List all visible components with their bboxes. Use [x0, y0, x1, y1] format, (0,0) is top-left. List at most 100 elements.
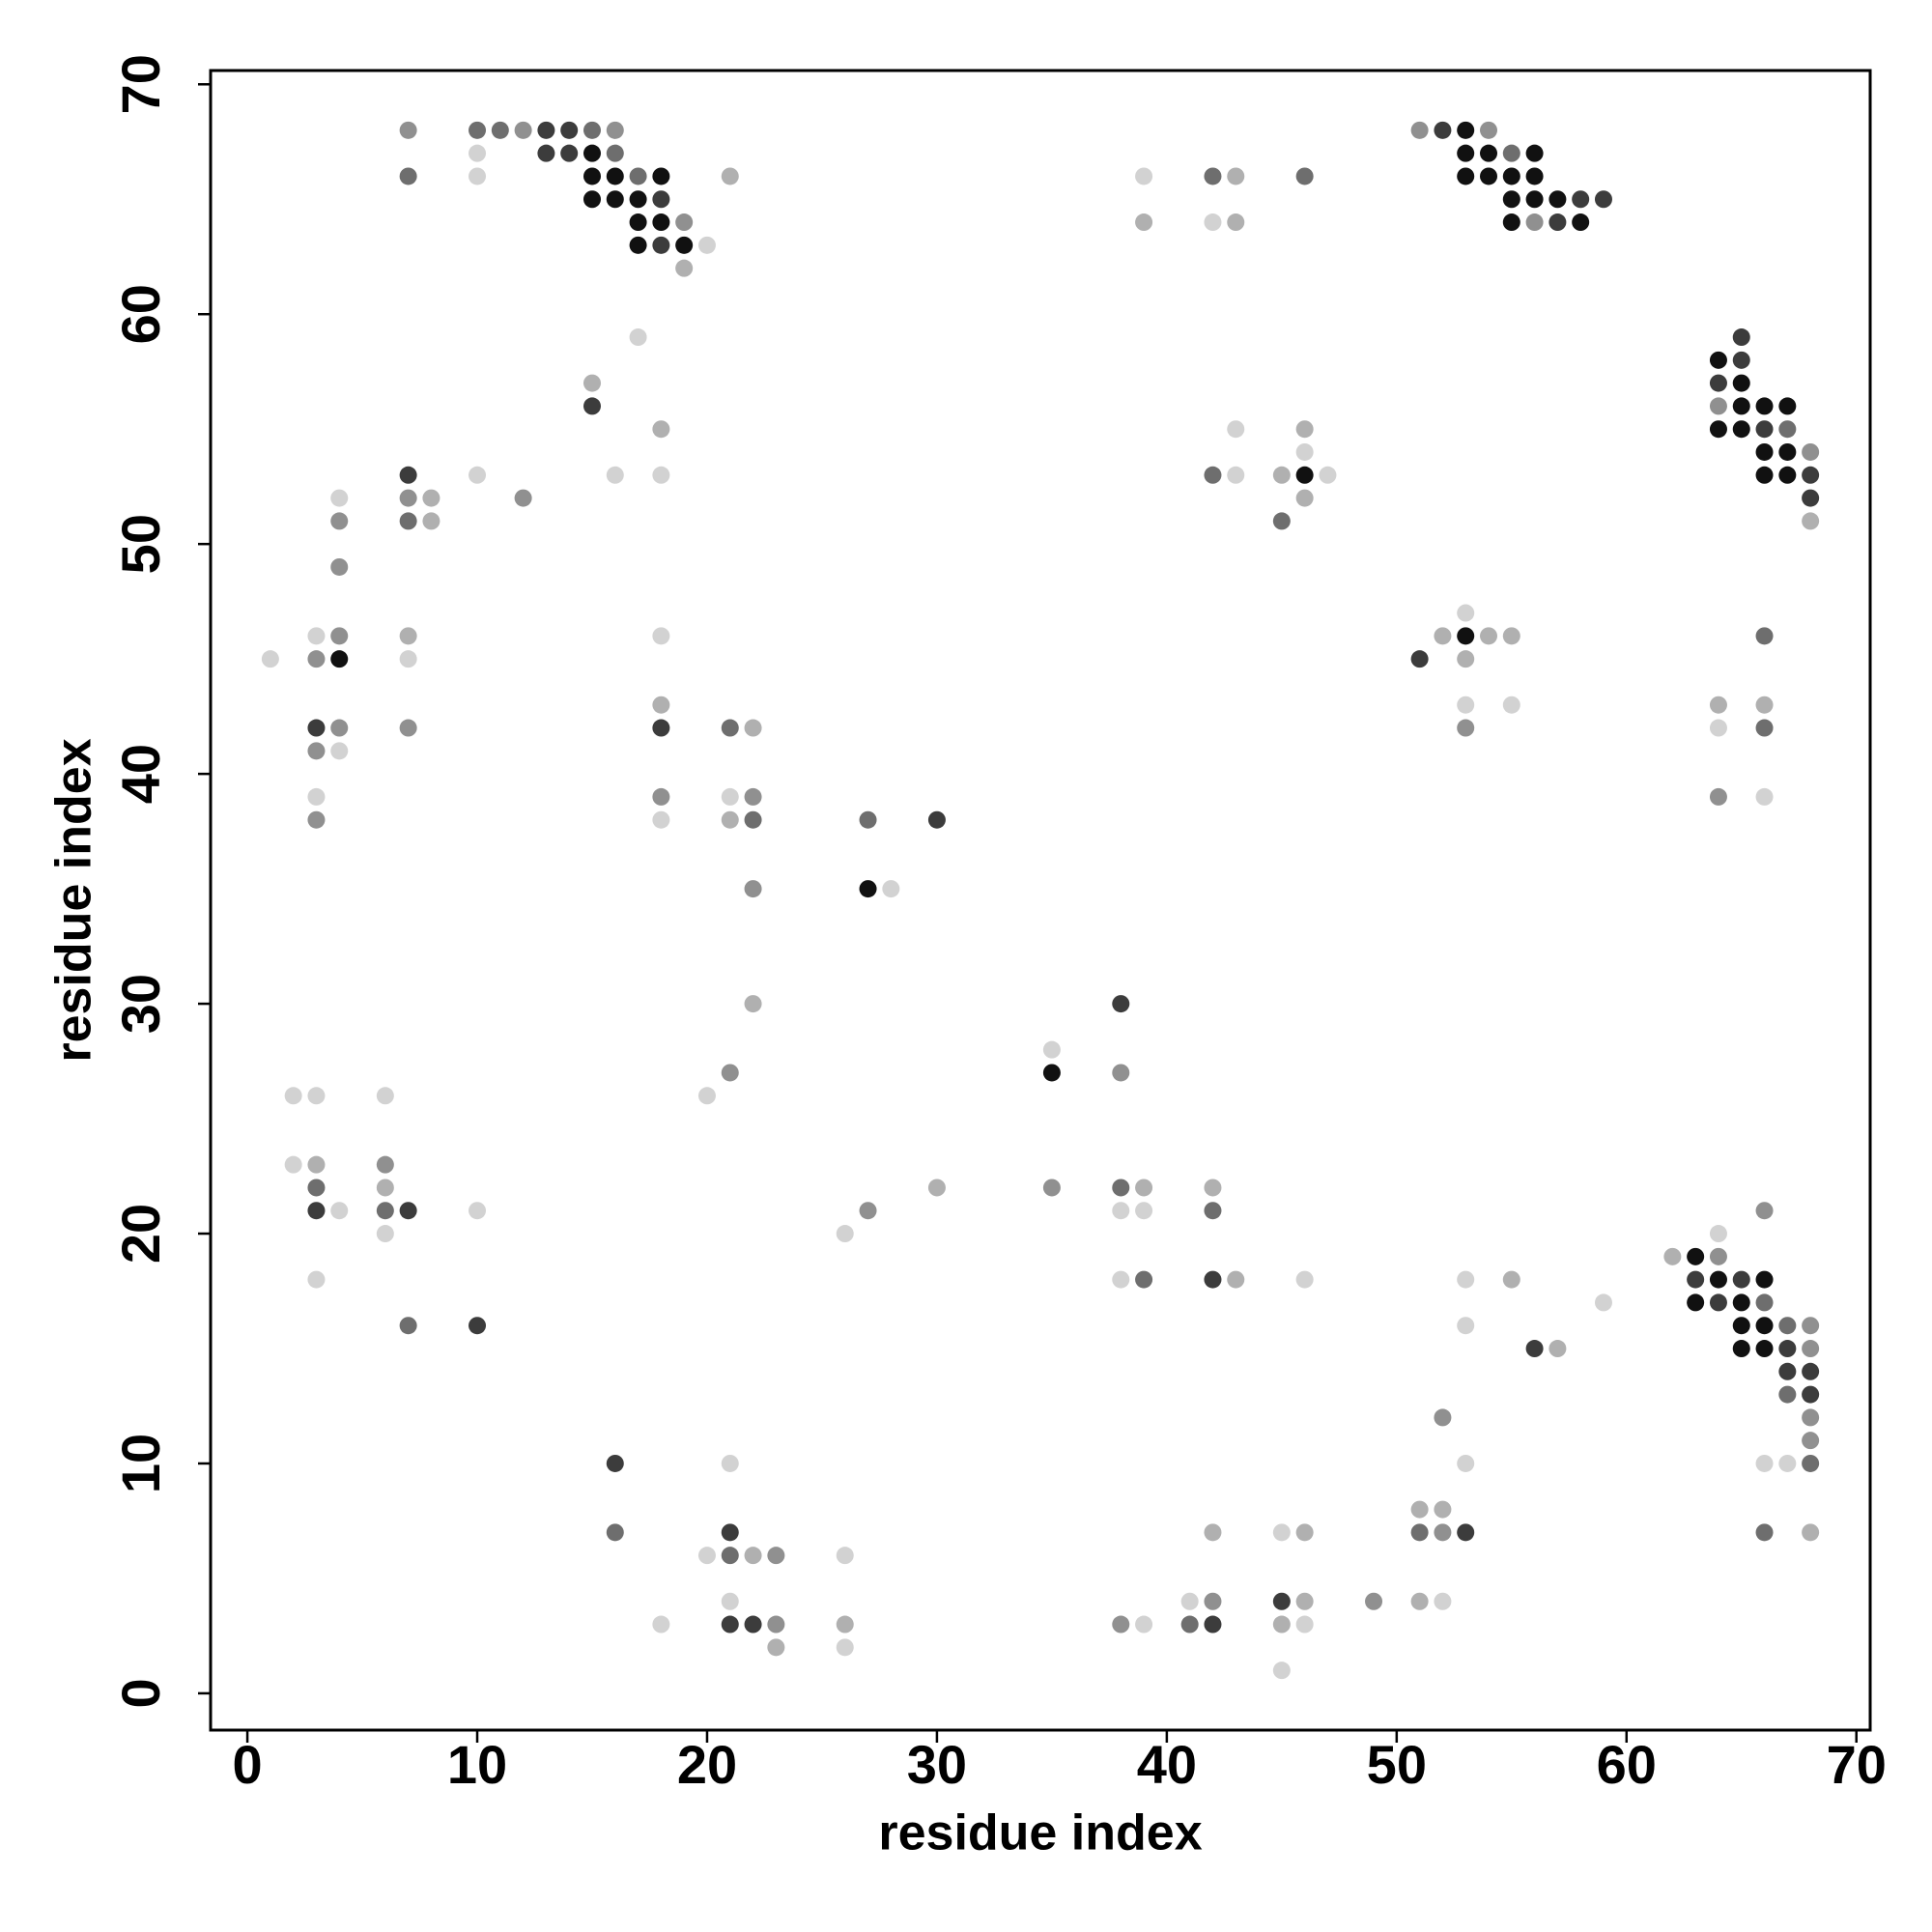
contact-point — [629, 190, 647, 209]
contact-point — [1434, 627, 1452, 645]
contact-point — [1480, 627, 1498, 645]
contact-point — [1365, 1592, 1383, 1610]
contact-point — [1135, 167, 1153, 185]
contact-point — [721, 787, 739, 806]
contact-point — [1548, 213, 1567, 232]
contact-point — [1502, 627, 1520, 645]
contact-point — [1180, 1615, 1199, 1634]
contact-point — [469, 167, 487, 185]
contact-point — [1525, 213, 1544, 232]
contact-point — [1295, 466, 1314, 484]
contact-point — [1457, 696, 1475, 714]
contact-point — [1434, 1592, 1452, 1610]
contact-point — [307, 627, 326, 645]
contact-point — [307, 742, 326, 760]
contact-point — [1755, 397, 1774, 415]
contact-point — [697, 236, 716, 254]
contact-point — [1204, 1592, 1222, 1610]
contact-point — [1778, 397, 1797, 415]
contact-point — [1295, 1270, 1314, 1289]
contact-point — [514, 489, 532, 507]
contact-point — [307, 719, 326, 737]
contact-point — [652, 719, 670, 737]
contact-point — [1410, 121, 1429, 139]
contact-point — [399, 466, 417, 484]
contact-point — [1410, 1500, 1429, 1519]
contact-point — [514, 121, 532, 139]
contact-point — [652, 627, 670, 645]
contact-point — [330, 627, 349, 645]
contact-point — [422, 512, 440, 530]
contact-point — [1457, 1454, 1475, 1472]
contact-point — [1480, 144, 1498, 162]
contact-point — [307, 650, 326, 668]
contact-point — [652, 190, 670, 209]
contact-point — [1572, 213, 1590, 232]
contact-point — [606, 190, 624, 209]
y-tick-label: 40 — [110, 744, 171, 804]
contact-point — [721, 1454, 739, 1472]
contact-point — [675, 213, 694, 232]
contact-point — [1502, 144, 1520, 162]
contact-point — [582, 167, 601, 185]
contact-point — [1802, 442, 1820, 461]
contact-point — [1135, 213, 1153, 232]
contact-point — [1802, 489, 1820, 507]
contact-point — [1755, 420, 1774, 439]
contact-point — [1709, 397, 1727, 415]
contact-point — [721, 810, 739, 829]
contact-point — [1525, 167, 1544, 185]
contact-point — [560, 144, 579, 162]
contact-point — [606, 144, 624, 162]
contact-point — [652, 696, 670, 714]
contact-point — [652, 1615, 670, 1634]
contact-point — [1755, 627, 1774, 645]
contact-point — [284, 1155, 302, 1174]
contact-point — [307, 810, 326, 829]
contact-point — [1112, 1202, 1130, 1220]
contact-point — [469, 466, 487, 484]
contact-point — [1732, 1340, 1750, 1358]
contact-point — [1802, 1362, 1820, 1380]
contact-point — [307, 1087, 326, 1105]
contact-point — [330, 557, 349, 576]
contact-point — [675, 236, 694, 254]
contact-point — [376, 1202, 394, 1220]
contact-point — [422, 489, 440, 507]
contact-point — [859, 1202, 877, 1220]
contact-point — [284, 1087, 302, 1105]
contact-point — [1272, 1615, 1291, 1634]
contact-point — [1709, 719, 1727, 737]
contact-point — [767, 1547, 785, 1565]
contact-point — [1572, 190, 1590, 209]
contact-point — [1112, 995, 1130, 1013]
contact-point — [675, 259, 694, 277]
contact-point — [1457, 167, 1475, 185]
contact-point — [1755, 1270, 1774, 1289]
contact-point — [721, 1592, 739, 1610]
contact-point — [1755, 1340, 1774, 1358]
contact-point — [1135, 1202, 1153, 1220]
contact-point — [1755, 1293, 1774, 1312]
contact-point — [1457, 604, 1475, 622]
contact-point — [1112, 1615, 1130, 1634]
contact-point — [1457, 650, 1475, 668]
contact-point — [1457, 1523, 1475, 1542]
contact-point — [1502, 167, 1520, 185]
contact-point — [1272, 1662, 1291, 1680]
contact-point — [836, 1547, 854, 1565]
contact-point — [1663, 1247, 1682, 1265]
contact-point — [1709, 374, 1727, 392]
contact-point — [606, 466, 624, 484]
contact-point — [1502, 190, 1520, 209]
contact-point — [1502, 696, 1520, 714]
y-tick-label: 0 — [110, 1678, 171, 1708]
contact-point — [1732, 397, 1750, 415]
contact-point — [1778, 420, 1797, 439]
contact-point — [1112, 1064, 1130, 1082]
contact-point — [1778, 466, 1797, 484]
contact-point — [261, 650, 279, 668]
contact-point — [1135, 1179, 1153, 1197]
contact-point — [721, 1064, 739, 1082]
